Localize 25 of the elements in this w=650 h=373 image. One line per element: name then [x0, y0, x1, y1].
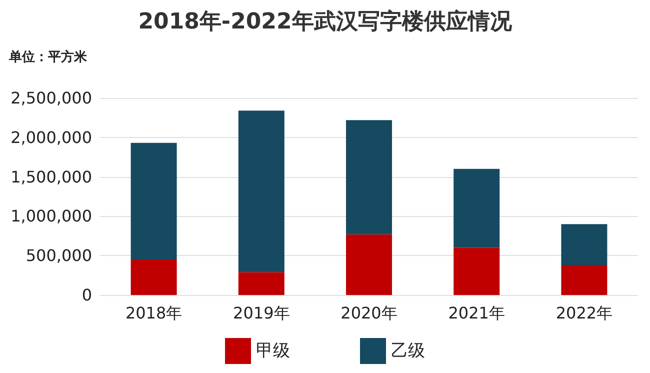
bar [130, 142, 177, 260]
bar [130, 260, 177, 295]
legend-label: 乙级 [391, 341, 425, 361]
x-tick-label: 2018年 [125, 304, 182, 322]
y-tick-label: 0 [82, 286, 92, 304]
bar [454, 248, 500, 295]
x-tick-label: 2019年 [233, 304, 290, 322]
bar [561, 224, 608, 266]
chart-title: 2018年-2022年武汉写字楼供应情况 [138, 8, 513, 34]
bar [561, 265, 608, 295]
y-tick-label: 1,500,000 [10, 167, 92, 186]
bar [238, 110, 284, 272]
x-tick-label: 2021年 [448, 304, 505, 322]
x-tick-label: 2020年 [340, 304, 398, 322]
x-tick-label: 2022年 [556, 304, 613, 322]
bar [346, 120, 392, 234]
y-tick-label: 2,500,000 [10, 88, 92, 108]
y-tick-label: 1,000,000 [10, 206, 92, 226]
y-tick-label: 500,000 [26, 246, 92, 266]
bar [454, 168, 500, 248]
y-tick-label: 2,000,000 [10, 128, 92, 147]
bar [346, 234, 392, 295]
legend-label: 甲级 [256, 341, 290, 361]
bar [238, 272, 284, 295]
y-axis-title: 单位：平方米 [8, 49, 88, 65]
